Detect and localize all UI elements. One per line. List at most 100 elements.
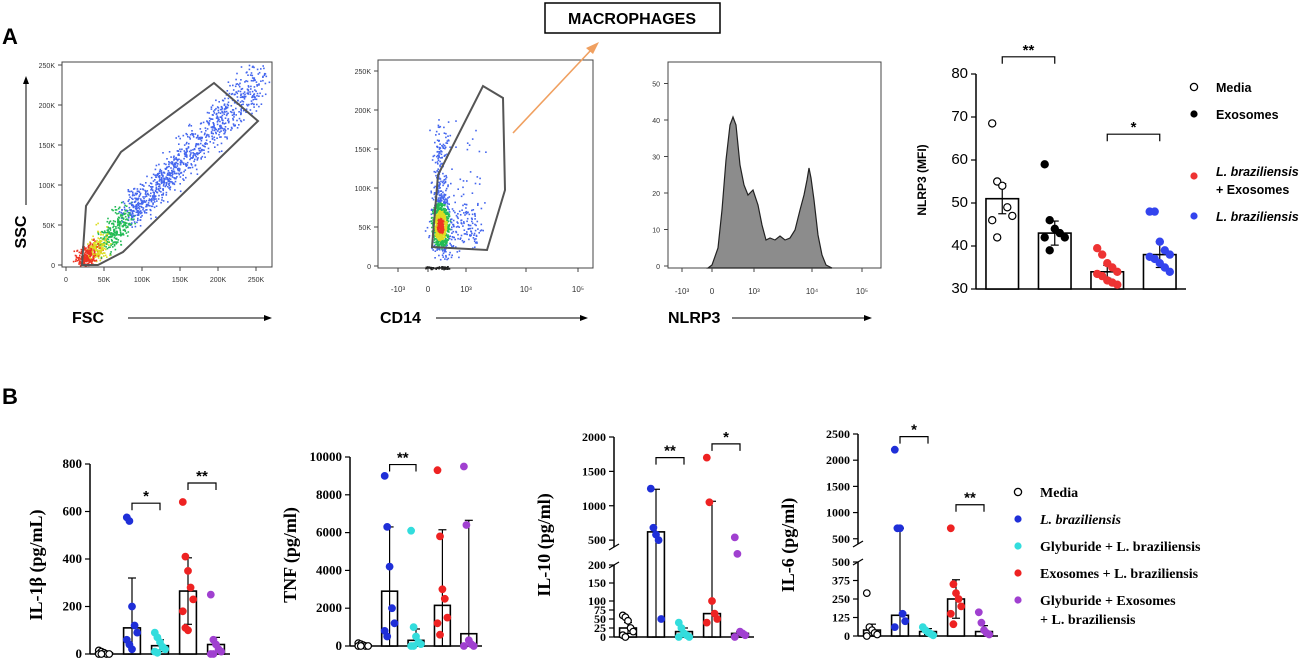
event-dot [110, 236, 113, 238]
event-dot [233, 102, 236, 104]
event-dot [435, 215, 438, 218]
event-dot [208, 123, 210, 126]
legend-marker-exosomes [1190, 110, 1198, 118]
event-dot [196, 158, 199, 160]
event-dot [106, 256, 108, 258]
legend-b: Media L. braziliensis Glyburide + L. bra… [1013, 486, 1201, 628]
event-dot [227, 104, 230, 107]
event-dot [225, 110, 228, 113]
event-dot [115, 237, 118, 240]
event-dot [116, 231, 118, 234]
event-dot [186, 150, 188, 153]
event-dot [191, 132, 193, 135]
event-dot [109, 229, 112, 231]
event-dot [436, 225, 438, 228]
event-dot [140, 205, 142, 208]
event-dot [258, 95, 260, 97]
event-dot [243, 95, 246, 97]
event-dot [474, 223, 476, 226]
event-dot [244, 96, 246, 98]
event-dot [117, 220, 119, 222]
data-point [1097, 250, 1107, 259]
event-dot [442, 143, 445, 146]
event-dot [157, 198, 160, 200]
event-dot [156, 174, 159, 176]
event-dot [99, 251, 101, 253]
event-dot [127, 212, 130, 214]
event-dot [88, 261, 91, 263]
event-dot [166, 166, 168, 169]
event-dot [218, 151, 221, 153]
event-dot [223, 113, 226, 115]
event-dot [203, 149, 205, 151]
event-dot [233, 111, 235, 114]
event-dot [444, 233, 447, 235]
event-dot [132, 209, 135, 212]
event-dot [162, 181, 164, 184]
event-dot [121, 219, 123, 222]
event-dot [179, 162, 182, 164]
event-dot [203, 152, 205, 155]
event-dot [120, 213, 122, 216]
event-dot [105, 248, 107, 251]
event-dot [439, 267, 442, 269]
event-dot [434, 171, 437, 174]
event-dot [105, 241, 107, 243]
tick-label: 2000 [826, 453, 850, 467]
event-dot [440, 228, 442, 231]
event-dot [457, 222, 459, 224]
event-dot [197, 152, 200, 155]
event-dot [213, 123, 215, 126]
event-dot [460, 222, 463, 224]
event-dot [435, 243, 438, 245]
gate-polygon [430, 84, 507, 252]
event-dot [97, 246, 100, 248]
event-dot [460, 219, 462, 222]
event-dot [255, 110, 258, 112]
event-dot [127, 226, 129, 229]
tick-label: 40 [951, 237, 968, 254]
event-dot [212, 122, 214, 124]
event-dot [92, 242, 95, 244]
y-axis-label: NLRP3 (MFI) [915, 144, 929, 215]
event-dot [130, 214, 133, 216]
event-dot [203, 133, 206, 136]
event-dot [439, 232, 442, 235]
event-dot [118, 234, 121, 236]
event-dot [142, 208, 144, 211]
event-dot [442, 147, 445, 149]
event-dot [150, 217, 152, 220]
tick-label: 800 [63, 456, 83, 471]
event-dot [239, 119, 242, 122]
event-dot [245, 111, 247, 113]
event-dot [167, 185, 169, 188]
event-dot [447, 185, 449, 188]
tick-label: 10³ [460, 285, 472, 294]
event-dot [440, 229, 442, 232]
event-dot [87, 258, 90, 260]
legend-marker-media [1189, 82, 1199, 92]
event-dot [80, 251, 83, 253]
event-dot [99, 240, 102, 242]
event-dot [127, 219, 129, 221]
event-dot [447, 211, 449, 214]
event-dot [143, 210, 146, 212]
tick-label: -10³ [675, 287, 690, 296]
event-dot [95, 246, 97, 248]
event-dot [93, 238, 95, 241]
event-dot [153, 199, 155, 201]
event-dot [221, 111, 223, 113]
event-dot [179, 163, 182, 166]
event-dot [204, 142, 206, 145]
event-dot [474, 229, 477, 232]
event-dot [446, 140, 449, 142]
event-dot [444, 181, 447, 184]
event-dot [190, 152, 192, 154]
event-dot [148, 198, 151, 200]
event-dot [455, 120, 457, 122]
event-dot [243, 109, 245, 112]
event-dot [225, 105, 227, 108]
event-dot [139, 188, 142, 190]
event-dot [241, 95, 244, 98]
